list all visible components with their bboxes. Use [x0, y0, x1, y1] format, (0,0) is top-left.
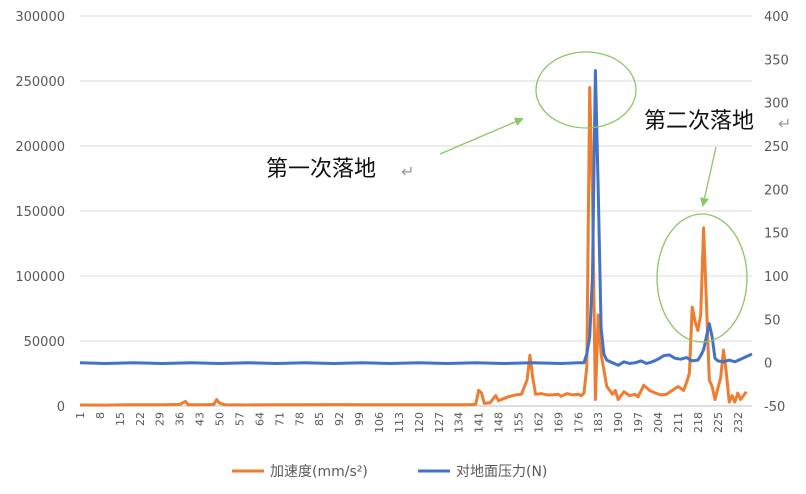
legend-label-ground-pressure: 对地面压力(N)	[456, 464, 547, 480]
y-right-tick-label: 250	[764, 140, 789, 155]
x-tick-label: 113	[393, 412, 406, 433]
y-right-tick-label: 350	[764, 53, 789, 68]
y-right-tick-label: 150	[764, 227, 789, 242]
x-tick-label: 99	[353, 412, 366, 426]
x-tick-label: 211	[672, 412, 685, 433]
legend-label-acceleration: 加速度(mm/s²)	[270, 464, 368, 480]
x-tick-label: 190	[612, 412, 625, 433]
second-landing-label: 第二次落地	[644, 109, 754, 134]
y-left-tick-labels: 0 50000 100000 150000 200000 250000 300000	[15, 10, 65, 415]
y-right-tick-label: 0	[764, 357, 772, 372]
x-tick-label: 29	[154, 412, 167, 426]
y-left-tick-label: 300000	[15, 10, 65, 25]
x-tick-label: 148	[493, 412, 506, 433]
y-left-tick-label: 200000	[15, 140, 65, 155]
x-tick-label: 57	[233, 412, 246, 426]
x-tick-label: 71	[273, 412, 286, 426]
return-mark-icon: ↵	[401, 162, 414, 181]
x-tick-label: 64	[253, 412, 266, 426]
x-tick-label: 225	[712, 412, 725, 433]
x-tick-label: 155	[513, 412, 526, 433]
x-tick-label: 92	[333, 412, 346, 426]
second-landing-arrow	[700, 146, 717, 207]
x-tick-label: 162	[532, 412, 545, 433]
return-mark-icon: ↵	[778, 114, 791, 133]
series-line-ground-pressure	[79, 69, 753, 367]
x-tick-label: 78	[293, 412, 306, 426]
y-right-tick-label: 50	[764, 313, 781, 328]
first-landing-highlight	[535, 51, 637, 129]
x-tick-label: 22	[134, 412, 147, 426]
x-tick-label: 120	[413, 412, 426, 433]
y-left-tick-label: 100000	[15, 270, 65, 285]
first-landing-arrow	[439, 117, 524, 155]
x-tick-label: 141	[473, 412, 486, 433]
x-tick-label: 36	[174, 412, 187, 426]
y-right-tick-label: -50	[764, 400, 785, 415]
x-tick-label: 8	[94, 412, 107, 419]
first-landing-label: 第一次落地	[266, 157, 376, 182]
x-tick-label: 85	[313, 412, 326, 426]
second-landing-highlight	[656, 213, 748, 343]
x-tick-label: 232	[732, 412, 745, 433]
x-tick-label: 176	[572, 412, 585, 433]
series-line-acceleration	[79, 86, 748, 407]
y-left-tick-label: 150000	[15, 205, 65, 220]
x-tick-label: 204	[652, 412, 665, 433]
x-tick-label: 169	[552, 412, 565, 433]
legend: 加速度(mm/s²) 对地面压力(N)	[232, 464, 547, 480]
y-right-tick-label: 400	[764, 10, 789, 25]
y-right-tick-label: 200	[764, 183, 789, 198]
x-tick-label: 183	[592, 412, 605, 433]
x-tick-label: 197	[632, 412, 645, 433]
x-tick-label: 1	[74, 412, 87, 419]
y-left-tick-label: 250000	[15, 75, 65, 90]
y-left-tick-label: 0	[57, 400, 65, 415]
gridlines	[80, 15, 752, 407]
series-lines	[79, 69, 753, 407]
y-right-tick-labels: -50 0 50 100 150 200 250 300 350 400	[764, 10, 789, 415]
x-tick-label: 127	[433, 412, 446, 433]
y-right-tick-label: 100	[764, 270, 789, 285]
x-tick-label: 50	[214, 412, 227, 426]
y-left-tick-label: 50000	[24, 335, 65, 350]
x-tick-label: 15	[114, 412, 127, 426]
x-tick-label: 106	[373, 412, 386, 433]
y-right-tick-label: 300	[764, 97, 789, 112]
x-tick-label: 43	[194, 412, 207, 426]
x-tick-label: 218	[692, 412, 705, 433]
x-tick-label: 134	[453, 412, 466, 433]
x-tick-labels: 1 8 15 22 29 36 43 50 57 64 71 78 85 92 99 106 113 120 127…	[74, 412, 745, 433]
